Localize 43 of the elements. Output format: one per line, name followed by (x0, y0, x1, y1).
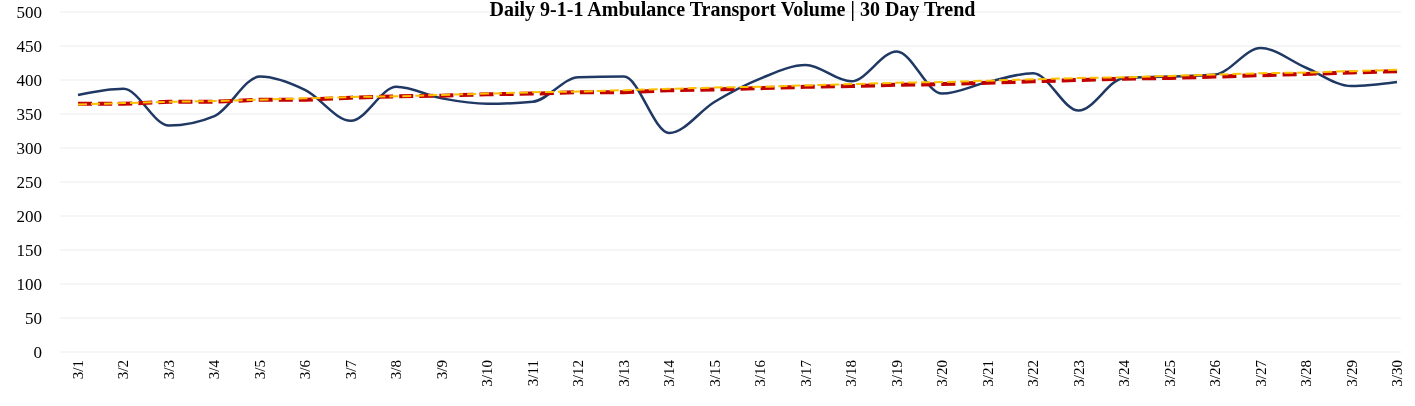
x-tick-label: 3/23 (1070, 360, 1087, 387)
x-tick-label: 3/4 (206, 359, 223, 380)
y-tick-label: 150 (16, 240, 42, 260)
x-tick-label: 3/3 (160, 360, 177, 380)
y-tick-label: 0 (33, 342, 42, 362)
x-tick-label: 3/30 (1389, 360, 1405, 387)
x-tick-label: 3/24 (1116, 359, 1133, 387)
x-tick-label: 3/11 (524, 360, 541, 387)
x-tick-label: 3/6 (297, 359, 314, 380)
y-tick-label: 500 (16, 2, 42, 22)
x-tick-label: 3/5 (251, 360, 268, 380)
chart-title: Daily 9-1-1 Ambulance Transport Volume | 30 Day Trend (489, 0, 976, 21)
x-tick-label: 3/14 (661, 359, 678, 387)
x-tick-label: 3/2 (115, 360, 132, 380)
x-tick-label: 3/15 (706, 360, 723, 387)
x-tick-label: 3/25 (1161, 360, 1178, 387)
y-tick-label: 50 (25, 308, 42, 328)
x-tick-label: 3/7 (342, 359, 359, 380)
x-tick-label: 3/10 (479, 360, 496, 387)
x-tick-label: 3/12 (570, 360, 587, 387)
x-tick-label: 3/17 (797, 359, 814, 387)
x-tick-label: 3/18 (843, 360, 860, 387)
x-tick-label: 3/20 (934, 360, 951, 387)
y-tick-label: 400 (16, 70, 42, 90)
x-tick-label: 3/13 (615, 360, 632, 387)
y-tick-label: 250 (16, 172, 42, 192)
x-tick-label: 3/16 (752, 359, 769, 387)
x-tick-label: 3/9 (433, 360, 450, 380)
x-tick-label: 3/19 (888, 360, 905, 387)
y-tick-label: 200 (16, 206, 42, 226)
x-tick-label: 3/8 (388, 360, 405, 380)
line-series (76, 46, 1399, 135)
x-tick-label: 3/22 (1025, 360, 1042, 387)
y-tick-label: 350 (16, 104, 42, 124)
x-tick-label: 3/21 (979, 360, 996, 387)
x-tick-label: 3/29 (1343, 360, 1360, 387)
y-tick-label: 100 (16, 274, 42, 294)
x-tick-label: 3/1 (70, 360, 86, 380)
x-tick-label: 3/27 (1252, 359, 1269, 387)
y-tick-label: 450 (16, 36, 42, 56)
x-tick-label: 3/28 (1298, 360, 1315, 387)
x-tick-label: 3/26 (1207, 359, 1224, 387)
y-tick-label: 300 (16, 138, 42, 158)
